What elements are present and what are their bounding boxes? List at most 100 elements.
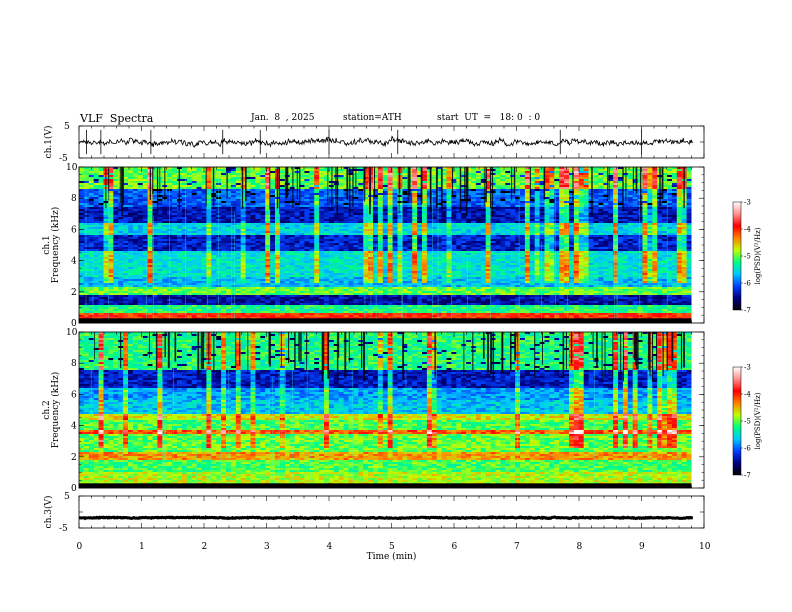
ch1-spectrogram-cell (118, 177, 124, 180)
ch1-spectrogram-cell (324, 189, 330, 192)
ch1-spectrogram-cell (181, 185, 188, 188)
ch1-spectrogram-cell (123, 207, 129, 210)
ch1-spectrogram-cell (456, 189, 462, 192)
ch1-spectrogram-cell (201, 203, 207, 206)
ch1-spectrogram-cell (363, 185, 369, 188)
ch1-spectrogram-cell (162, 209, 168, 212)
ch1-spectrogram-cell (83, 169, 90, 172)
ch1-spectrogram-cell (265, 169, 271, 172)
ch1-spectrogram-cell (397, 195, 403, 198)
ch1-spectrogram-cell (554, 207, 560, 210)
ch1-spectrogram-cell (279, 207, 286, 210)
ch1-spectrogram-cell (255, 179, 261, 182)
ch1-spectrogram-cell (358, 197, 364, 200)
ch1-spectrogram-cell (544, 189, 550, 192)
ch1-spectrogram-cell (490, 171, 496, 174)
ch1-spectrogram-cell (573, 207, 580, 210)
ch1-spectrogram-cell (475, 181, 482, 184)
ch1-spectrogram-cell (88, 177, 95, 180)
ch1-spectrogram-cell (377, 167, 384, 170)
ch1-spectrogram-cell (304, 199, 310, 202)
ch1-spectrogram-cell (642, 183, 648, 186)
ch1-spectrogram-cell (500, 201, 506, 204)
ch1-spectrogram-cell (333, 187, 340, 190)
ch1-spectrogram-cell (466, 185, 472, 188)
ch1-spectrogram-cell (216, 183, 222, 186)
ch1-spectrogram-cell (88, 191, 95, 194)
ch1-spectrogram-cell (505, 207, 511, 210)
ch1-spectrogram-cell (279, 179, 286, 182)
ch1-spectrogram-cell (471, 171, 477, 174)
ch1-spectrogram-cell (196, 171, 202, 174)
ch1-spectrogram-cell (245, 205, 251, 208)
ch1-spectrogram-cell (108, 179, 114, 182)
ch1-spectrogram-cell (230, 181, 237, 184)
ch1-spectrogram-cell (186, 203, 193, 206)
ch1-spectrogram-cell (461, 183, 467, 186)
ch1-spectrogram-cell (441, 181, 447, 184)
ch1-spectrogram-cell (240, 173, 246, 176)
ch1-spectrogram-cell (608, 193, 614, 196)
ch1-spectrogram-cell (510, 205, 516, 208)
ch1-spectrogram-cell (515, 181, 521, 184)
ch1-spectrogram-cell (422, 169, 428, 172)
ch1-spectrogram-cell (118, 187, 124, 190)
ch1-spectrogram-cell (539, 189, 545, 192)
ch1-spectrogram-cell (338, 173, 344, 176)
ch1-spectrogram-cell (240, 191, 246, 194)
ch1-spectrogram-cell (505, 187, 511, 190)
ch1-spectrogram-cell (137, 199, 144, 202)
ch1-spectrogram-cell (549, 193, 555, 196)
ch1-spectrogram-cell (314, 187, 320, 190)
ch1-spectrogram-cell (598, 199, 604, 202)
ch1-spectrogram-cell (397, 199, 403, 202)
ch1-spectrogram-cell (490, 197, 496, 200)
ch1-spectrogram-cell (446, 195, 452, 198)
ch1-spectrogram-cell (245, 183, 251, 186)
ch1-spectrogram-cell (299, 205, 305, 208)
ch1-spectrogram-cell (373, 167, 379, 170)
ch1-spectrogram-cell (167, 169, 173, 172)
ch1-spectrogram-cell (387, 187, 393, 190)
ch1-spectrogram-cell (181, 173, 188, 176)
ch1-spectrogram-cell (549, 199, 555, 202)
ch1-spectrogram-cell (495, 193, 501, 196)
ch1-spectrogram-cell (662, 193, 668, 196)
ch1-spectrogram-cell (343, 191, 349, 194)
ch1-spectrogram-cell (456, 211, 462, 214)
ch1-spectrogram-cell (324, 181, 330, 184)
ch1-spectrogram-cell (529, 195, 536, 198)
ch1-spectrogram-cell (83, 197, 90, 200)
ch1-spectrogram-cell (103, 211, 109, 214)
ch1-spectrogram-cell (608, 197, 614, 200)
ch1-spectrogram-cell (647, 183, 653, 186)
ch1-spectrogram-cell (382, 167, 389, 170)
ch1-spectrogram-cell (319, 189, 325, 192)
ch1-spectrogram-cell (387, 191, 393, 194)
ch1-spectrogram-cell (118, 167, 124, 170)
ch1-spectrogram-cell (108, 207, 114, 210)
ch1-spectrogram-cell (255, 197, 261, 200)
ch1-spectrogram-cell (392, 187, 398, 190)
ch1-spectrogram-cell (132, 185, 139, 188)
ch1-spectrogram-cell (436, 189, 442, 192)
ch1-spectrogram-cell (191, 175, 197, 178)
ch1-spectrogram-cell (456, 175, 462, 178)
ch1-spectrogram-cell (387, 183, 393, 186)
ch1-spectrogram-cell (520, 205, 526, 208)
ch1-spectrogram-cell (235, 203, 242, 206)
ch1-spectrogram-cell (373, 207, 379, 210)
ch1-spectrogram-cell (186, 169, 193, 172)
ch1-spectrogram-cell (426, 189, 433, 192)
ch1-spectrogram-cell (230, 169, 237, 172)
ch1-spectrogram-cell (520, 193, 526, 196)
ch1-spectrogram-cell (304, 195, 310, 198)
ch1-spectrogram-cell (534, 167, 540, 170)
ch1-spectrogram-cell (603, 205, 609, 208)
ch1-spectrogram-cell (554, 173, 560, 176)
ch1-spectrogram-cell (613, 193, 619, 196)
ch1-spectrogram-cell (319, 171, 325, 174)
ch1-spectrogram-cell (167, 195, 173, 198)
ch1-spectrogram-cell (417, 197, 423, 200)
ch1-spectrogram-cell (515, 173, 521, 176)
